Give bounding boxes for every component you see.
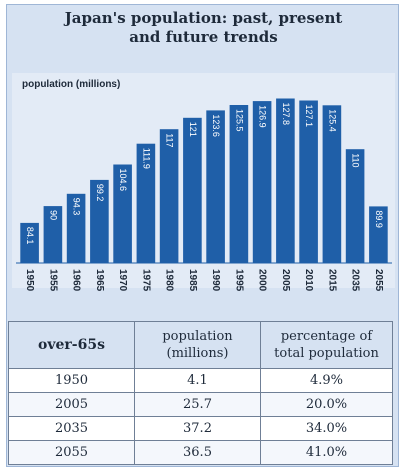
population-header-text: population (millions) (162, 329, 233, 361)
table-row: 2055 36.5 41.0% (8, 440, 393, 465)
percentage-column-header: percentage of total population (260, 321, 393, 369)
bar-value-label-1990: 123.6 (211, 114, 221, 137)
over-65s-table: over-65s population (millions) percentage… (8, 321, 393, 465)
year-cell: 2005 (8, 392, 135, 417)
table-row: 2035 37.2 34.0% (8, 416, 393, 441)
bar-2015 (322, 105, 342, 263)
bar-value-label-2010: 127.1 (304, 105, 314, 128)
bar-1975 (136, 143, 156, 263)
x-tick-label-1955: 1955 (47, 269, 58, 292)
table-header-row: over-65s population (millions) percentage… (8, 321, 393, 369)
bar-2035 (345, 149, 365, 263)
table-row: 2005 25.7 20.0% (8, 392, 393, 417)
bar-1960 (66, 193, 86, 263)
bar-1970 (113, 164, 132, 263)
bar-value-label-1980: 117 (165, 133, 175, 147)
bar-value-label-1970: 104.6 (118, 169, 128, 192)
bar-value-label-1965: 99.2 (95, 184, 105, 202)
x-tick-label-1980: 1980 (163, 269, 174, 292)
population-column-header: population (millions) (134, 321, 261, 369)
bar-value-label-1960: 94.3 (72, 198, 82, 216)
bar-value-label-1955: 90 (49, 210, 59, 220)
x-tick-label-1990: 1990 (210, 269, 221, 292)
bar-value-label-1985: 121 (188, 122, 198, 137)
year-cell: 2035 (8, 416, 135, 441)
bar-1985 (183, 117, 202, 263)
year-cell: 2055 (8, 440, 135, 465)
x-tick-label-1950: 1950 (24, 269, 35, 292)
chart-title: Japan's population: past, present and fu… (7, 9, 400, 47)
x-tick-label-2010: 2010 (303, 269, 314, 292)
bar-value-label-1995: 125.5 (235, 109, 245, 132)
x-tick-label-2000: 2000 (256, 269, 267, 292)
bar-2010 (299, 100, 318, 263)
bar-value-label-1950: 84.1 (25, 227, 35, 245)
x-tick-labels: 1950 1955 1960 1965 1970 1975 1980 1985 1990 1995… (24, 269, 384, 292)
bar-2005 (276, 98, 295, 263)
table-corner-label: over-65s (8, 321, 135, 369)
chart-title-line-1: Japan's population: past, present (64, 9, 343, 27)
percentage-cell: 20.0% (260, 392, 393, 417)
x-tick-label-2015: 2015 (326, 269, 337, 292)
population-cell: 37.2 (134, 416, 261, 441)
bar-1995 (229, 105, 249, 263)
bar-2055 (369, 206, 388, 263)
bar-2000 (252, 101, 272, 263)
bar-value-label-1975: 111.9 (142, 148, 152, 169)
x-tick-label-1995: 1995 (233, 269, 244, 292)
bar-1955 (43, 206, 63, 263)
bar-group: 84.1 90 94.3 99.2 104.6 111.9 117 121 123.6 125.5… (16, 98, 392, 264)
percentage-header-text: percentage of total population (274, 329, 379, 361)
percentage-cell: 4.9% (260, 368, 393, 393)
bar-value-label-2055: 89.9 (374, 210, 384, 228)
x-tick-label-1960: 1960 (70, 269, 81, 292)
x-tick-label-1970: 1970 (117, 269, 128, 292)
x-tick-label-1965: 1965 (94, 269, 105, 292)
bar-value-label-2005: 127.8 (281, 103, 291, 126)
bar-value-label-2000: 126.9 (258, 105, 268, 128)
population-cell: 4.1 (134, 368, 261, 393)
x-tick-label-1975: 1975 (140, 269, 151, 292)
bar-1950 (20, 222, 39, 263)
x-tick-label-2005: 2005 (280, 269, 291, 292)
chart-title-line-2: and future trends (129, 28, 278, 46)
population-cell: 25.7 (134, 392, 261, 417)
x-tick-label-2055: 2055 (373, 269, 384, 292)
bar-1965 (90, 179, 109, 263)
y-axis-label: population (millions) (22, 79, 120, 90)
population-cell: 36.5 (134, 440, 261, 465)
bar-chart: population (millions) 84.1 90 94.3 99.2 104.… (12, 73, 395, 292)
bar-1980 (159, 129, 179, 263)
bar-value-label-2035: 110 (351, 153, 361, 167)
x-tick-label-1985: 1985 (187, 269, 198, 292)
year-cell: 1950 (8, 368, 135, 393)
bar-1990 (206, 110, 225, 264)
bar-value-label-2015: 125.4 (328, 109, 338, 132)
table-body: 1950 4.1 4.9% 2005 25.7 20.0% 2035 37.2 … (8, 368, 393, 465)
percentage-cell: 34.0% (260, 416, 393, 441)
table-row: 1950 4.1 4.9% (8, 368, 393, 393)
percentage-cell: 41.0% (260, 440, 393, 465)
x-tick-label-2035: 2035 (349, 269, 360, 292)
